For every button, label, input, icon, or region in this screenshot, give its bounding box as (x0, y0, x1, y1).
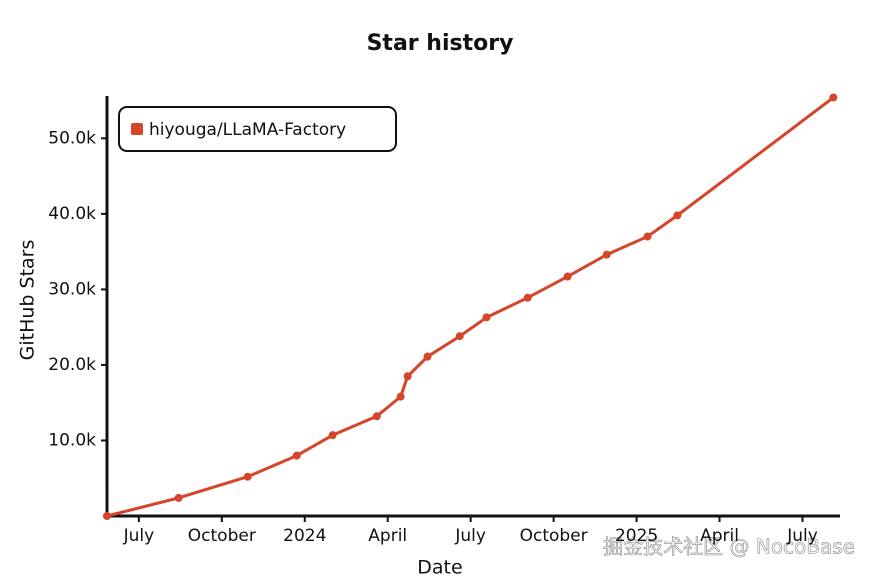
x-tick-label: July (123, 526, 155, 546)
y-tick-label: 30.0k (48, 279, 96, 299)
x-tick-label: April (368, 526, 407, 546)
y-tick-label: 20.0k (48, 355, 96, 375)
x-tick-label: 2024 (283, 526, 326, 546)
x-tick-label: July (786, 526, 818, 546)
x-tick-label: October (520, 526, 588, 546)
x-tick-label: July (454, 526, 486, 546)
series-line (106, 96, 835, 518)
x-tick-label: 2025 (615, 526, 658, 546)
x-axis-label: Date (417, 557, 462, 579)
data-point (829, 93, 838, 102)
legend-swatch (131, 123, 143, 135)
data-point (673, 211, 682, 220)
x-tick-label: April (700, 526, 739, 546)
data-point (455, 332, 464, 341)
data-point (103, 512, 111, 520)
watermark: 掘金技术社区 @ NocoBase (603, 535, 855, 559)
legend-box (118, 106, 397, 152)
data-point (403, 372, 412, 381)
data-point (423, 352, 432, 361)
x-tick-label: October (188, 526, 256, 546)
legend-label: hiyouga/LLaMA-Factory (149, 120, 346, 140)
y-tick-label: 40.0k (48, 204, 96, 224)
data-point (396, 392, 405, 401)
chart-title: Star history (367, 31, 514, 56)
data-point (602, 250, 611, 259)
data-point (174, 493, 183, 502)
data-point (243, 472, 252, 481)
data-point (523, 293, 532, 302)
data-point (328, 431, 337, 440)
y-tick-label: 50.0k (48, 128, 96, 148)
y-axis-label: GitHub Stars (17, 240, 39, 361)
data-point (643, 232, 652, 241)
data-point (372, 412, 381, 421)
data-point (292, 451, 301, 460)
y-tick-label: 10.0k (48, 430, 96, 450)
data-point (482, 313, 491, 322)
data-point (563, 272, 572, 281)
